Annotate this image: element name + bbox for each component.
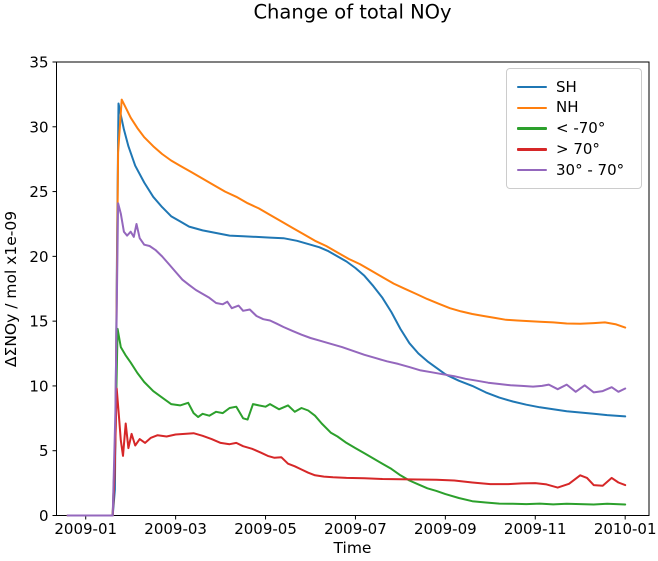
legend-label: 30° - 70°	[556, 160, 625, 179]
legend-item-lt-minus-70: < -70°	[517, 119, 631, 139]
x-tick-label: 2009-07	[324, 520, 387, 538]
y-tick-label: 5	[39, 442, 49, 460]
legend: SH NH < -70° > 70° 30° - 70°	[506, 68, 642, 189]
series-layer	[66, 98, 627, 517]
y-axis-label: ΔΣNOy / mol x1e-09	[2, 211, 20, 367]
y-tick-label: 0	[39, 507, 49, 525]
axes-layer: 2009-01 2009-03 2009-05 2009-07 2009-09 2009-…	[29, 54, 656, 539]
legend-label: < -70°	[556, 119, 606, 137]
y-tick-label: 10	[29, 377, 48, 395]
legend-swatch-gt-70	[517, 148, 547, 151]
x-tick-label: 2009-09	[414, 520, 477, 538]
line-lt-minus-70	[66, 327, 627, 517]
line-nh	[66, 98, 627, 517]
legend-item-sh: SH	[517, 77, 631, 97]
y-tick-label: 20	[29, 248, 48, 266]
y-tick-label: 15	[29, 313, 48, 331]
line-sh	[66, 102, 627, 517]
legend-swatch-sh	[517, 85, 547, 89]
legend-swatch-lt-minus-70	[517, 127, 547, 130]
axes-spines	[56, 61, 650, 516]
line-30-70	[66, 202, 627, 517]
legend-label: SH	[556, 77, 577, 96]
x-tick-label: 2009-11	[504, 520, 567, 538]
x-tick-label: 2009-05	[234, 520, 297, 538]
line-gt-70	[66, 387, 627, 517]
legend-label: > 70°	[556, 139, 600, 158]
legend-item-nh: NH	[517, 98, 631, 118]
x-tick-label: 2009-03	[144, 520, 207, 538]
legend-item-30-70: 30° - 70°	[517, 160, 631, 180]
x-tick-label: 2009-01	[54, 520, 117, 538]
legend-swatch-30-70	[517, 168, 547, 172]
legend-swatch-nh	[517, 106, 547, 109]
legend-label: NH	[556, 98, 579, 117]
y-tick-label: 25	[29, 183, 48, 201]
legend-item-gt-70: > 70°	[517, 139, 631, 159]
y-tick-label: 30	[29, 118, 48, 136]
x-axis-label: Time	[333, 539, 372, 557]
x-tick-label: 2010-01	[594, 520, 657, 538]
chart-title: Change of total NOy	[253, 1, 451, 24]
y-tick-label: 35	[29, 54, 48, 72]
